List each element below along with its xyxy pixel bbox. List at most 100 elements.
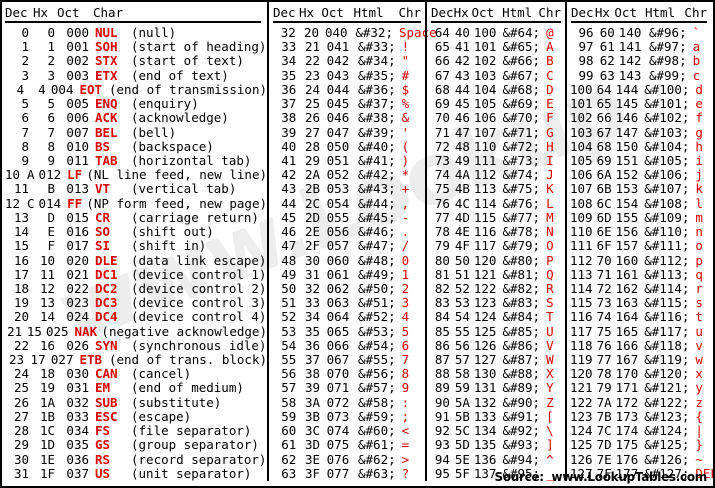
table-row: 0 0 000 NUL (null)	[2, 25, 267, 40]
cell-hx: 4C	[454, 195, 470, 211]
table-row: 70 46 106 &#70; F	[427, 111, 565, 125]
cell-hx: 6C	[596, 195, 612, 211]
cell-html-entity: &#59;	[358, 408, 396, 424]
cell-character: Z	[546, 394, 554, 410]
table-row: 77 4D 115 &#77; M	[427, 210, 565, 225]
cell-dec: 100	[570, 81, 593, 97]
cell-oct: 151	[615, 152, 639, 168]
cell-html-entity: &#102;	[644, 110, 690, 126]
cell-hx: 51	[454, 266, 470, 282]
cell-oct: 120	[473, 252, 497, 268]
table-row: 93 5D 135 &#93;]	[427, 438, 565, 452]
cell-abbreviation: ACK	[95, 110, 118, 126]
cell-character: T	[546, 309, 554, 325]
cell-oct: 031	[66, 380, 89, 396]
cell-oct: 117	[473, 238, 497, 254]
cell-html-entity: &#100;	[644, 81, 690, 97]
cell-dec: 1	[21, 39, 29, 55]
cell-dec: 64	[434, 25, 450, 40]
header-chr: Chr	[684, 5, 707, 20]
source-footer: Source: www.LookupTables.com	[494, 470, 708, 484]
cell-character: _	[546, 465, 554, 481]
cell-abbreviation: ENQ	[95, 96, 118, 112]
cell-hx: 7C	[596, 423, 612, 439]
table-row: 101 65 145 &#101; e	[567, 96, 713, 111]
table-row: 73 49 111 &#73; I	[427, 152, 565, 168]
table-row: 124 7C 174 &#124; |	[567, 423, 713, 439]
cell-character: f	[695, 110, 703, 126]
cell-hx: 2B	[305, 181, 321, 197]
cell-oct: 170	[615, 366, 639, 382]
cell-character: b	[692, 53, 701, 69]
header-dec: Dec	[5, 5, 28, 20]
table-row: 90 5A 132 &#90; Z	[427, 394, 565, 410]
cell-hx: 5B	[454, 408, 470, 424]
table-row: 54 36 066 &#54; 6	[269, 337, 425, 353]
table-row: 109 6D 155 &#109; m	[567, 210, 713, 225]
header-oct: Oct	[57, 5, 80, 20]
cell-oct: 122	[473, 280, 497, 296]
cell-html-entity: &#118;	[644, 337, 690, 353]
cell-hx: 27	[305, 124, 321, 140]
cell-character: Space	[399, 25, 437, 40]
cell-character: '	[401, 124, 410, 140]
cell-html-entity: &#111;	[644, 238, 690, 254]
cell-character: R	[546, 280, 554, 296]
cell-dec: 94	[434, 451, 450, 467]
cell-dec: 9	[21, 152, 29, 168]
cell-abbreviation: SUB	[95, 394, 118, 410]
cell-description: (synchronous idle)	[131, 337, 267, 353]
table-row: 15 F 017 SI (shift in)	[2, 239, 267, 253]
cell-dec: 2	[21, 53, 29, 69]
cell-oct: 161	[615, 266, 639, 282]
table-row: 121 79 171 &#121; y	[567, 381, 713, 395]
cell-oct: 046	[326, 110, 350, 126]
cell-oct: 053	[326, 181, 350, 197]
cell-dec: 52	[281, 309, 297, 325]
cell-html-entity: &#51;	[358, 295, 396, 311]
cell-description: (shift in)	[131, 238, 207, 254]
cell-character: u	[695, 323, 703, 339]
cell-dec: 125	[570, 437, 593, 453]
cell-html-entity: &#40;	[358, 138, 396, 154]
cell-character: I	[546, 152, 554, 168]
cell-dec: 93	[434, 437, 450, 453]
cell-character: ;	[401, 408, 410, 424]
table-row: 64 40 100 &#64; @	[427, 25, 565, 40]
cell-hx: 36	[305, 337, 321, 353]
cell-dec: 108	[570, 195, 593, 211]
cell-dec: 41	[281, 152, 297, 168]
table-row: 117 75 165 &#117; u	[567, 323, 713, 339]
cell-hx: 35	[305, 323, 321, 339]
header-char: Char	[93, 5, 124, 20]
cell-dec: 4	[16, 81, 25, 97]
cell-dec: 28	[13, 423, 29, 439]
cell-character: z	[695, 394, 703, 410]
cell-hx: 32	[305, 280, 321, 296]
table-row: 84 54 124 &#84; T	[427, 310, 565, 324]
cell-dec: 58	[281, 394, 297, 410]
cell-oct: 063	[326, 295, 350, 311]
cell-dec: 117	[570, 323, 593, 339]
cell-abbreviation: SO	[95, 224, 111, 240]
table-row: 61 3D 075 &#61; =	[269, 438, 425, 452]
cell-oct: 126	[473, 337, 497, 353]
cell-html-entity: &#99;	[648, 67, 687, 83]
cell-oct: 134	[473, 423, 497, 439]
cell-oct: 102	[473, 53, 497, 69]
cell-html-entity: &#70;	[502, 110, 541, 126]
cell-oct: 000	[66, 25, 89, 40]
cell-dec: 82	[434, 280, 450, 296]
cell-character: [	[546, 408, 554, 424]
cell-character: (	[401, 138, 410, 154]
table-row: 94 5E 136 &#94; ^	[427, 451, 565, 467]
cell-hx: 76	[596, 337, 612, 353]
cell-html-entity: &#47;	[358, 238, 396, 254]
cell-hx: 40	[454, 25, 470, 40]
cell-dec: 17	[13, 266, 29, 282]
cell-oct: 150	[615, 138, 639, 154]
cell-hx: 3D	[305, 437, 321, 453]
table-row: 23 17 027 ETB (end of trans. block)	[2, 352, 267, 367]
table-row: 43 2B 053 &#43; +	[269, 182, 425, 196]
cell-dec: 34	[281, 53, 297, 69]
